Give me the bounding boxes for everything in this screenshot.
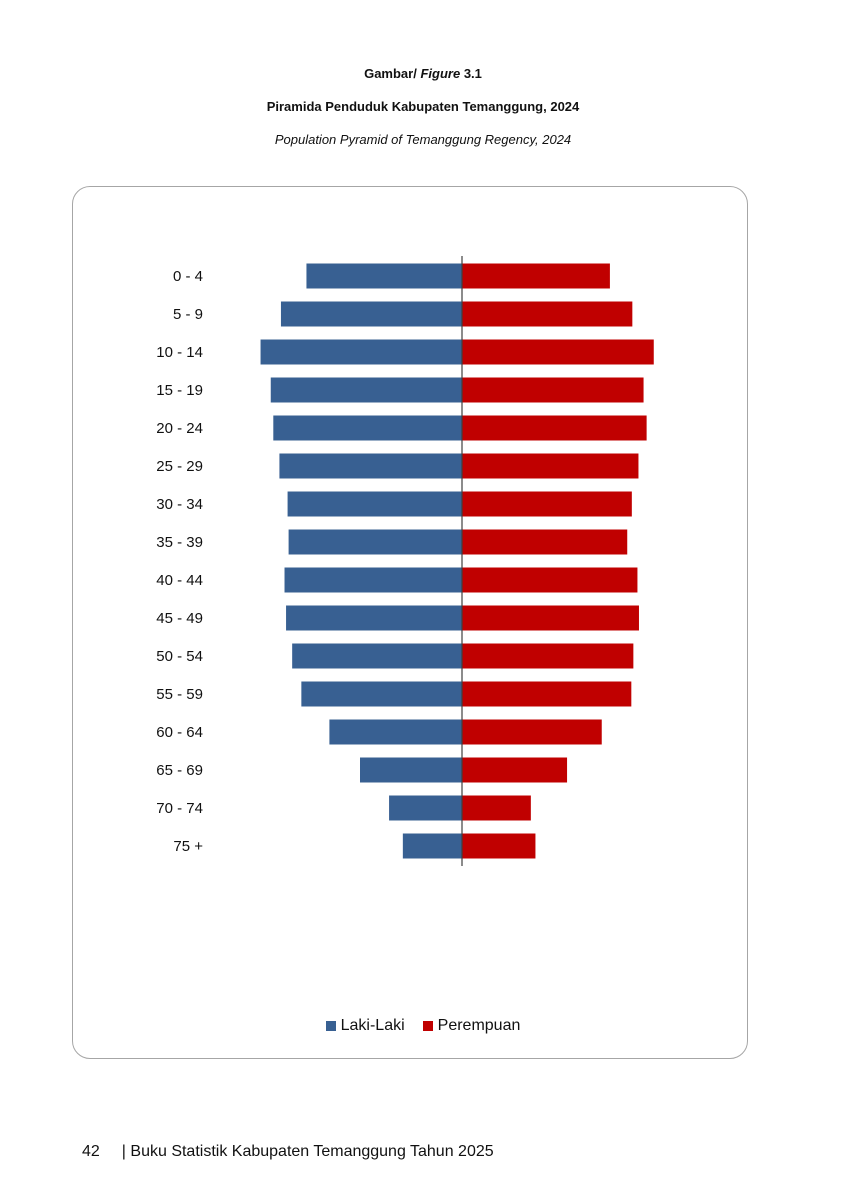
legend-label-male: Laki-Laki [340,1017,405,1034]
bar-female-25-29 [462,453,639,479]
category-label: 70 - 74 [156,800,203,817]
figure-word: Figure [420,66,461,81]
category-label: 60 - 64 [156,724,203,741]
bar-male-60-64 [329,719,462,745]
bar-female-10-14 [462,339,654,365]
chart-subtitle: Population Pyramid of Temanggung Regency… [274,132,572,147]
bar-male-75 [402,833,462,859]
category-label: 0 - 4 [173,268,203,285]
bar-female-60-64 [462,719,602,745]
bar-female-70-74 [462,795,531,821]
bar-female-45-49 [462,605,639,631]
category-label: 50 - 54 [156,648,203,665]
bar-male-30-34 [287,491,462,517]
category-label: 35 - 39 [156,534,203,551]
bar-female-55-59 [462,681,632,707]
chart-title: Piramida Penduduk Kabupaten Temanggung, … [266,99,580,114]
bar-female-30-34 [462,491,632,517]
legend: Laki-Laki Perempuan [0,1017,846,1035]
bar-female-40-44 [462,567,638,593]
category-label: 55 - 59 [156,686,203,703]
bar-female-20-24 [462,415,647,441]
bar-male-55-59 [301,681,462,707]
legend-swatch-male [325,1021,336,1031]
bar-male-10-14 [260,339,462,365]
legend-item-male: Laki-Laki [325,1017,405,1035]
bar-male-5-9 [280,301,462,327]
bar-female-75 [462,833,536,859]
bar-male-45-49 [286,605,462,631]
bar-male-35-39 [288,529,462,555]
legend-label-female: Perempuan [437,1017,521,1034]
bar-male-20-24 [273,415,462,441]
bar-male-25-29 [279,453,462,479]
legend-swatch-female [422,1021,433,1031]
bar-female-0-4 [462,263,610,289]
legend-item-female: Perempuan [422,1017,521,1035]
bar-female-15-19 [462,377,644,403]
category-label: 30 - 34 [156,496,203,513]
category-label: 20 - 24 [156,420,203,437]
category-label: 75 + [173,838,203,855]
bar-male-40-44 [284,567,462,593]
figure-number: Gambar/ Figure 3.1 [0,66,846,81]
category-label: 25 - 29 [156,458,203,475]
page-number: 42 [82,1143,100,1160]
bar-male-0-4 [306,263,462,289]
bar-male-65-69 [360,757,462,783]
figure-number-value: 3.1 [463,66,482,81]
book-title: | Buku Statistik Kabupaten Temanggung Ta… [121,1143,494,1160]
category-label: 65 - 69 [156,762,203,779]
page-footer: 42 | Buku Statistik Kabupaten Temanggung… [82,1143,494,1161]
figure-prefix: Gambar/ [364,66,417,81]
category-label: 10 - 14 [156,344,203,361]
category-label: 45 - 49 [156,610,203,627]
category-label: 40 - 44 [156,572,203,589]
bar-female-50-54 [462,643,634,669]
bar-female-5-9 [462,301,633,327]
bar-male-70-74 [389,795,462,821]
bar-female-65-69 [462,757,568,783]
category-label: 15 - 19 [156,382,203,399]
bar-female-35-39 [462,529,628,555]
bar-male-50-54 [292,643,462,669]
bar-male-15-19 [270,377,462,403]
category-label: 5 - 9 [173,306,203,323]
